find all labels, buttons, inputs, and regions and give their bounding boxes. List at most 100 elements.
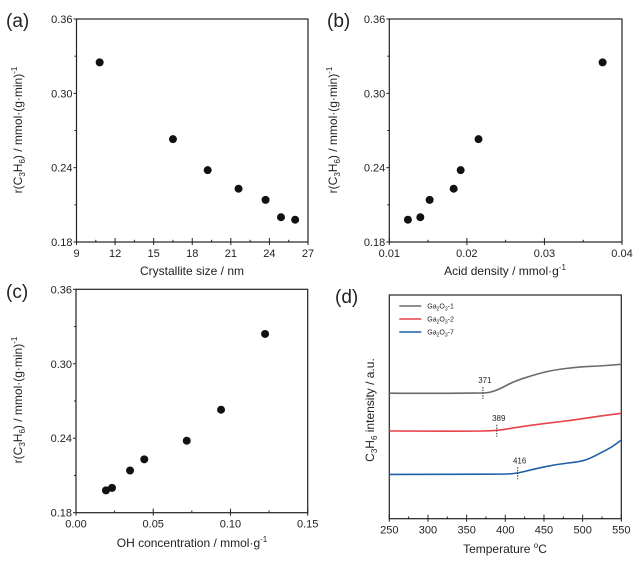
panel-c: (c) 0.00 0.05 0.10 0.15 0.18 0.24 0.30 0.36 OH… [6, 282, 318, 550]
data-point [182, 436, 191, 445]
plot-frame [75, 288, 309, 514]
y-tick-label: 0.36 [364, 14, 385, 26]
x-tick-label: 9 [73, 248, 79, 260]
panel-label: (c) [6, 282, 28, 303]
x-axis-title: Acid density / mmol·g-1 [444, 263, 566, 278]
data-points [403, 58, 607, 224]
x-tick-label: 500 [573, 525, 591, 537]
data-point [140, 455, 149, 464]
x-tick-label: 300 [419, 525, 437, 537]
x-tick-label: 12 [109, 248, 121, 260]
data-point [261, 195, 270, 204]
data-point [101, 486, 110, 495]
x-ticks: 9 12 15 18 21 24 27 [73, 238, 314, 260]
data-point [403, 215, 412, 224]
x-tick-label: 250 [380, 525, 398, 537]
y-ticks: 0.18 0.24 0.30 0.36 [51, 284, 76, 520]
data-point [598, 58, 607, 67]
y-tick-label: 0.30 [364, 88, 385, 100]
plot-frame [75, 18, 309, 243]
data-points [101, 329, 270, 495]
y-axis-title: r(C3H6) / mmol·(g·min)-1 [325, 66, 342, 193]
data-point [217, 405, 226, 414]
x-axis-title: OH concentration / mmol·g-1 [117, 535, 268, 550]
series-line-ga2o3-1 [389, 363, 622, 395]
series-line-ga2o3-7 [389, 439, 622, 476]
y-tick-label: 0.30 [51, 88, 72, 100]
panel-label: (b) [327, 11, 350, 32]
data-point [107, 483, 116, 492]
x-tick-label: 0.10 [220, 519, 241, 531]
y-ticks: 0.18 0.24 0.30 0.36 [51, 14, 77, 249]
x-tick-label: 0.03 [534, 248, 555, 260]
data-point [95, 58, 104, 67]
x-tick-label: 0.04 [611, 248, 632, 260]
y-tick-label: 0.36 [51, 284, 72, 296]
y-tick-label: 0.24 [364, 163, 385, 175]
legend-label-part: Ga [427, 330, 436, 337]
x-ticks: 0.00 0.05 0.10 0.15 [65, 508, 318, 531]
legend-label-part: O [439, 330, 445, 337]
y-axis-title: r(C3H6) / mmol·(g·min)-1 [10, 66, 27, 193]
legend-label-part: 2 [437, 307, 440, 313]
legend-label-part: 3 [445, 320, 448, 326]
series-line-ga2o3-2 [389, 412, 622, 433]
legend-label-part: 2 [437, 320, 440, 326]
y-tick-label: 0.36 [51, 14, 72, 26]
x-tick-label: 400 [496, 525, 514, 537]
data-point [416, 213, 425, 222]
x-tick-label: 0.15 [297, 519, 318, 531]
panel-label: (d) [335, 287, 358, 308]
y-tick-label: 0.18 [51, 508, 72, 520]
x-ticks: 0.01 0.02 0.03 0.04 [379, 238, 633, 260]
x-tick-label: 15 [148, 248, 160, 260]
x-tick-label: 27 [302, 248, 314, 260]
legend-label-part: O [439, 317, 445, 324]
data-point [425, 195, 434, 204]
data-point [126, 466, 135, 475]
data-point [276, 213, 285, 222]
y-tick-label: 0.24 [51, 433, 72, 445]
x-tick-label: 0.00 [65, 519, 86, 531]
x-tick-label: 18 [186, 248, 198, 260]
data-point [474, 135, 483, 144]
y-ticks: 0.18 0.24 0.30 0.36 [364, 14, 390, 249]
legend-label-part: 3 [445, 307, 448, 313]
series-lines [389, 363, 622, 476]
legend-label-part: O [439, 304, 445, 311]
panel-label: (a) [6, 11, 29, 32]
panel-b: (b) 0.01 0.02 0.03 0.04 0.18 0.24 0.30 0.36 Ac… [325, 11, 633, 278]
legend-label-part: 3 [445, 333, 448, 339]
y-tick-label: 0.24 [51, 163, 72, 175]
y-tick-label: 0.18 [364, 237, 385, 249]
legend-label: Ga2O3-2 [427, 317, 454, 326]
legend-label-part: Ga [427, 317, 436, 324]
x-tick-label: 21 [225, 248, 237, 260]
x-ticks: 250 300 350 400 450 500 550 [380, 514, 630, 537]
onset-label: 416 [513, 456, 527, 465]
legend-label-part: -2 [448, 317, 454, 324]
y-tick-label: 0.30 [51, 359, 72, 371]
x-tick-label: 24 [263, 248, 275, 260]
legend-label-part: -1 [448, 304, 454, 311]
x-tick-label: 450 [535, 525, 553, 537]
data-point [261, 329, 270, 338]
legend-label: Ga2O3-1 [427, 304, 454, 313]
panel-a: (a) 9 12 15 18 21 24 27 0.18 0.24 0.30 0.36 Cryst… [6, 11, 314, 278]
plot-frame [388, 18, 623, 243]
data-point [449, 184, 458, 193]
x-tick-label: 0.02 [456, 248, 477, 260]
legend-label-part: 2 [437, 333, 440, 339]
data-point [291, 215, 300, 224]
y-axis-title: C3H6 intensity / a.u. [363, 358, 379, 462]
x-tick-label: 0.05 [143, 519, 164, 531]
onset-label: 389 [492, 414, 506, 423]
onset-label: 371 [478, 376, 492, 385]
x-tick-label: 550 [612, 525, 630, 537]
legend-label-part: Ga [427, 304, 436, 311]
y-tick-label: 0.18 [51, 237, 72, 249]
data-point [203, 166, 212, 175]
